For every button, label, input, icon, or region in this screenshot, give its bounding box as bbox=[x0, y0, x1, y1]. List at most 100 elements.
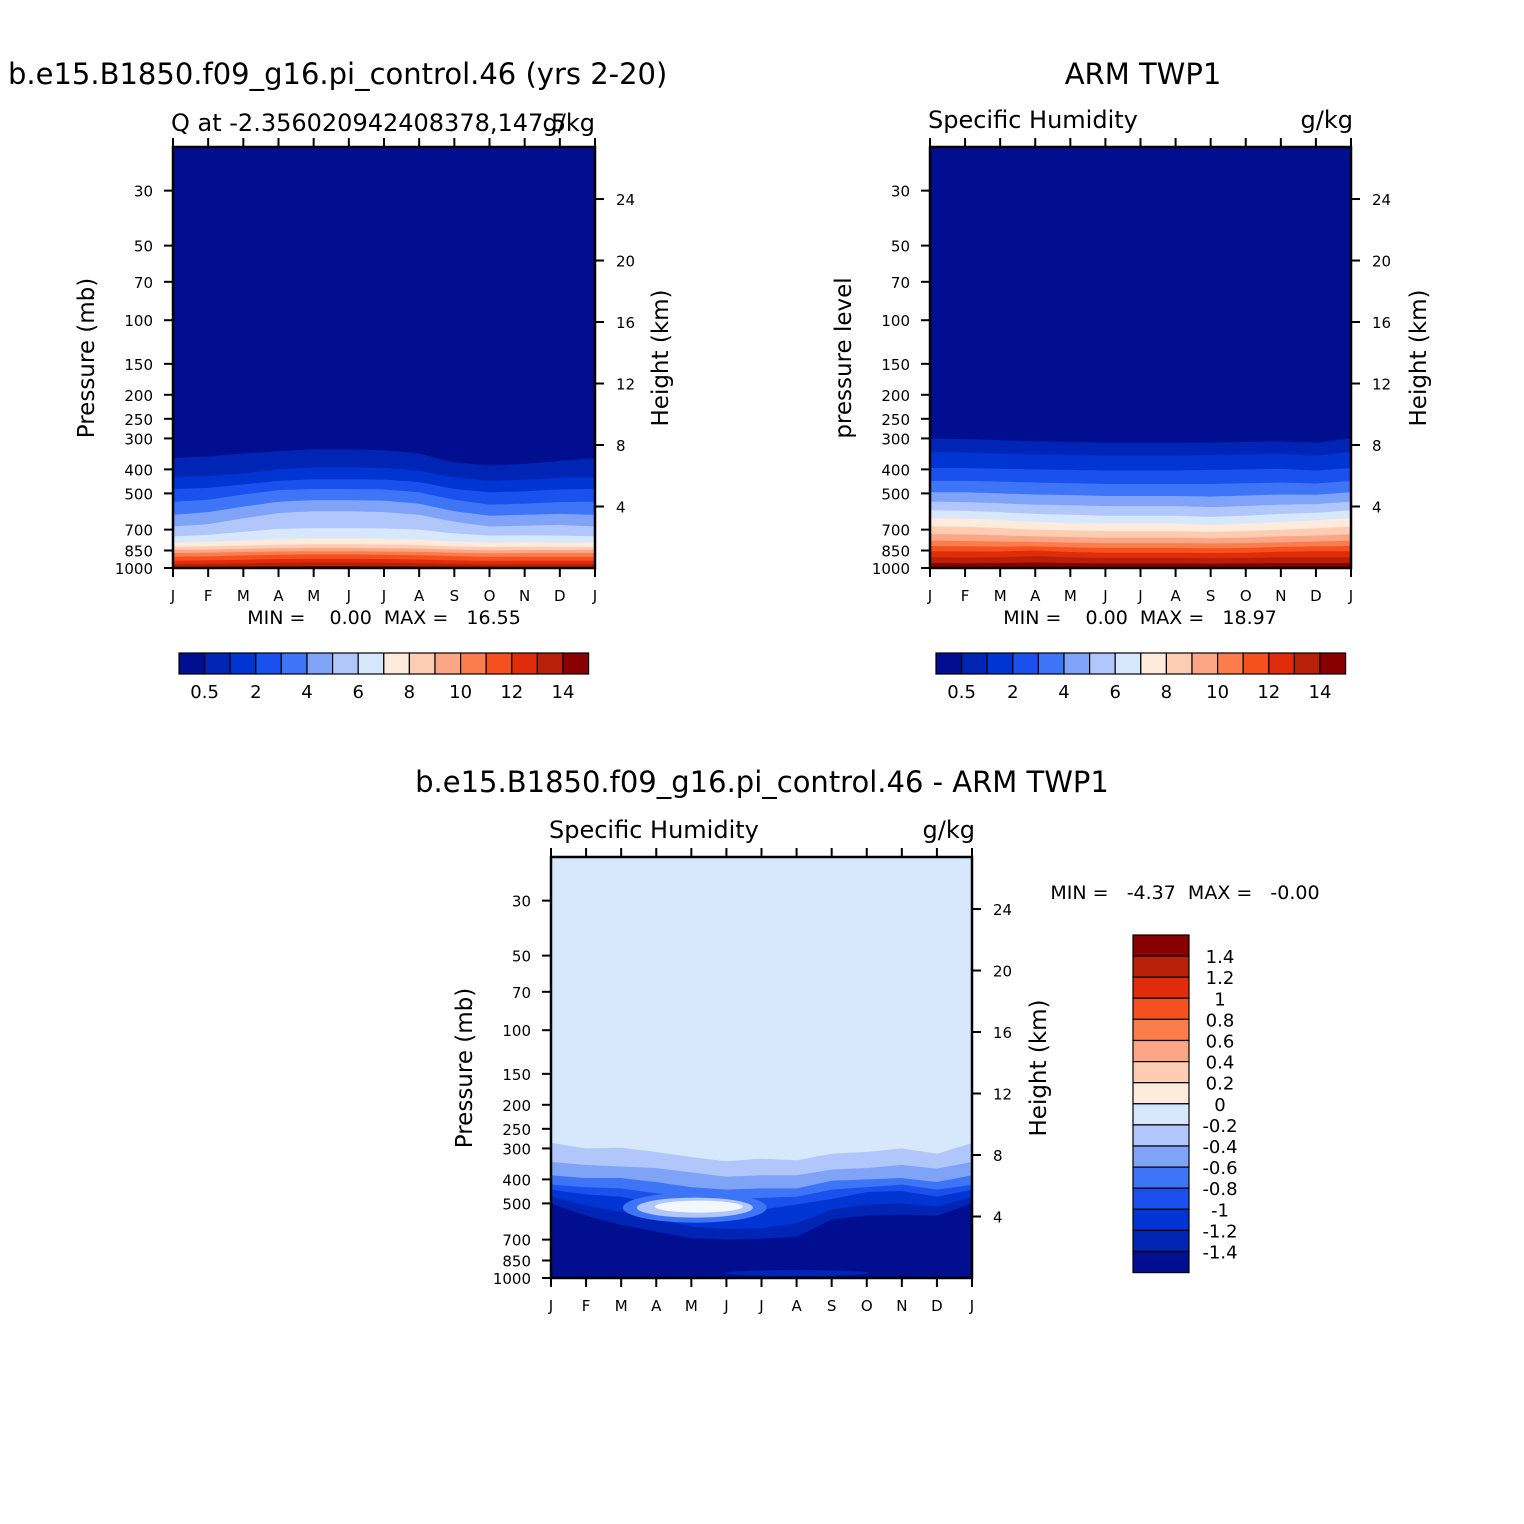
panel-obs-xtick-label: F bbox=[961, 587, 970, 605]
panel-diff-ytick-label: 50 bbox=[512, 948, 531, 966]
panel-model-colorbar-label: 4 bbox=[301, 682, 312, 703]
panel-diff-xtick-label: M bbox=[685, 1297, 698, 1315]
panel-diff-colorbar-label: 0.6 bbox=[1206, 1032, 1235, 1053]
panel-model-title: b.e15.B1850.f09_g16.pi_control.46 (yrs 2… bbox=[8, 57, 667, 91]
panel-model-colorbar-swatch bbox=[280, 652, 308, 675]
panel-diff-y2tick-label: 8 bbox=[993, 1147, 1003, 1165]
panel-obs-colorbar-label: 0.5 bbox=[947, 682, 976, 703]
panel-diff-colorbar-label: 0.8 bbox=[1206, 1010, 1235, 1031]
panel-model-y2tick-label: 4 bbox=[616, 499, 626, 517]
panel-diff-colorbar-label: 0.4 bbox=[1206, 1053, 1235, 1074]
panel-model-colorbar-label: 0.5 bbox=[190, 682, 219, 703]
panel-model-xtick-label: M bbox=[237, 587, 250, 605]
panel-diff-ytick-label: 150 bbox=[502, 1066, 531, 1084]
panel-obs-left-subtitle: Specific Humidity bbox=[928, 106, 1138, 134]
panel-diff-y2tick-label: 12 bbox=[993, 1086, 1012, 1104]
panel-model-colorbar: 0.5 2 4 6 8 10 12 14 bbox=[178, 652, 590, 703]
panel-obs-ytick-label: 500 bbox=[881, 485, 910, 503]
panel-diff-colorbar-swatch bbox=[1132, 1124, 1190, 1147]
panel-diff-ytick-label: 250 bbox=[502, 1121, 531, 1139]
panel-model-xtick-label: A bbox=[273, 587, 284, 605]
panel-obs: ARM TWP1 Specific Humidity g/kg J F M A M J J A… bbox=[831, 57, 1432, 703]
panel-diff-xtick-label: A bbox=[651, 1297, 662, 1315]
panel-diff-ytick-label: 500 bbox=[502, 1195, 531, 1213]
panel-model-colorbar-label: 8 bbox=[404, 682, 415, 703]
panel-obs-xtick-label: J bbox=[1137, 587, 1142, 605]
panel-model-colorbar-swatch bbox=[383, 652, 410, 675]
panel-diff-colorbar-swatch bbox=[1132, 934, 1190, 957]
panel-obs-min-max: MIN = 0.00 MAX = 18.97 bbox=[1003, 607, 1277, 629]
panel-diff-xtick-label: J bbox=[758, 1297, 763, 1315]
panel-obs-y2tick-label: 8 bbox=[1372, 437, 1382, 455]
panel-obs-colorbar-swatch bbox=[1216, 652, 1244, 675]
panel-diff-xtick-label: A bbox=[791, 1297, 802, 1315]
panel-model-colorbar-swatch bbox=[434, 652, 462, 675]
panel-obs-colorbar-label: 4 bbox=[1058, 682, 1069, 703]
panel-model-xtick-label: O bbox=[484, 587, 496, 605]
panel-diff-ytick-label: 300 bbox=[502, 1140, 531, 1158]
panel-diff-surface-patch bbox=[724, 1270, 869, 1277]
panel-obs-colorbar-label: 2 bbox=[1007, 682, 1018, 703]
panel-model-ytick-label: 250 bbox=[124, 411, 153, 429]
panel-model-y2label: Height (km) bbox=[648, 289, 674, 426]
panel-diff-colorbar: 1.41.210.80.60.40.20-0.2-0.4-0.6-0.8-1-1… bbox=[1132, 934, 1238, 1274]
panel-model-ytick-label: 850 bbox=[124, 543, 153, 561]
panel-model-colorbar-label: 14 bbox=[552, 682, 575, 703]
panel-diff-ytick-label: 850 bbox=[502, 1253, 531, 1271]
panel-diff-ytick-label: 400 bbox=[502, 1171, 531, 1189]
panel-diff: b.e15.B1850.f09_g16.pi_control.46 - ARM … bbox=[415, 765, 1319, 1315]
panel-obs-ytick-label: 70 bbox=[891, 274, 910, 292]
panel-model-xtick-label: J bbox=[170, 587, 175, 605]
panel-obs-xtick-label: M bbox=[994, 587, 1007, 605]
panel-diff-ytick-label: 100 bbox=[502, 1022, 531, 1040]
panel-diff-colorbar-swatch bbox=[1132, 1018, 1190, 1042]
panel-obs-xtick-label: O bbox=[1240, 587, 1252, 605]
panel-model-colorbar-swatch bbox=[332, 652, 359, 675]
panel-diff-colorbar-swatch bbox=[1132, 1145, 1190, 1168]
panel-diff-xtick-label: O bbox=[861, 1297, 873, 1315]
panel-model-colorbar-label: 6 bbox=[352, 682, 363, 703]
panel-obs-ytick-label: 700 bbox=[881, 522, 910, 540]
panel-model-fill bbox=[173, 147, 595, 568]
panel-obs-colorbar-swatch bbox=[935, 652, 963, 675]
panel-model-left-subtitle: Q at -2.356020942408378,147.5 bbox=[171, 109, 566, 137]
panel-model-colorbar-swatch bbox=[408, 652, 436, 675]
panel-obs-xtick-label: A bbox=[1170, 587, 1181, 605]
panel-obs-y2tick-label: 24 bbox=[1372, 191, 1391, 209]
panel-diff-colorbar-swatch bbox=[1132, 1229, 1190, 1253]
panel-diff-colorbar-label: -0.8 bbox=[1202, 1179, 1237, 1200]
panel-obs-colorbar-swatch bbox=[1191, 652, 1219, 675]
panel-diff-title: b.e15.B1850.f09_g16.pi_control.46 - ARM … bbox=[415, 765, 1109, 799]
panel-diff-colorbar-swatch bbox=[1132, 1187, 1190, 1210]
panel-model-colorbar-swatch bbox=[255, 652, 283, 675]
panel-model-ytick-label: 300 bbox=[124, 430, 153, 448]
panel-obs-colorbar-label: 8 bbox=[1161, 682, 1172, 703]
panel-diff-colorbar-swatch bbox=[1132, 1166, 1190, 1189]
panel-diff-colorbar-label: -0.6 bbox=[1202, 1158, 1237, 1179]
panel-diff-colorbar-label: 1.4 bbox=[1206, 947, 1235, 968]
panel-obs-colorbar-swatch bbox=[1165, 652, 1193, 675]
panel-diff-xtick-label: J bbox=[723, 1297, 728, 1315]
panel-obs-ylabel: pressure level bbox=[831, 277, 857, 438]
panel-diff-colorbar-label: 0.2 bbox=[1206, 1074, 1235, 1095]
panel-diff-colorbar-swatch bbox=[1132, 1082, 1190, 1105]
panel-obs-xtick-label: D bbox=[1310, 587, 1322, 605]
panel-model-ytick-label: 1000 bbox=[115, 560, 153, 578]
panel-diff-colorbar-swatch bbox=[1132, 1060, 1190, 1084]
panel-model-ytick-label: 70 bbox=[134, 274, 153, 292]
panel-model-xtick-label: J bbox=[592, 587, 597, 605]
panel-model-min-max: MIN = 0.00 MAX = 16.55 bbox=[247, 607, 521, 629]
panel-model-colorbar-swatch bbox=[306, 652, 334, 675]
panel-model-colorbar-label: 10 bbox=[449, 682, 472, 703]
panel-obs-y2tick-label: 20 bbox=[1372, 253, 1391, 271]
panel-diff-colorbar-label: 1 bbox=[1214, 989, 1225, 1010]
panel-model-y2tick-label: 24 bbox=[616, 191, 635, 209]
panel-diff-xtick-label: J bbox=[548, 1297, 553, 1315]
panel-diff-colorbar-label: -0.4 bbox=[1202, 1137, 1237, 1158]
panel-obs-colorbar-swatch bbox=[1063, 652, 1091, 675]
panel-model-colorbar-label: 2 bbox=[250, 682, 261, 703]
panel-diff-colorbar-label: -1.2 bbox=[1202, 1221, 1237, 1242]
panel-obs-xtick-label: J bbox=[1348, 587, 1353, 605]
